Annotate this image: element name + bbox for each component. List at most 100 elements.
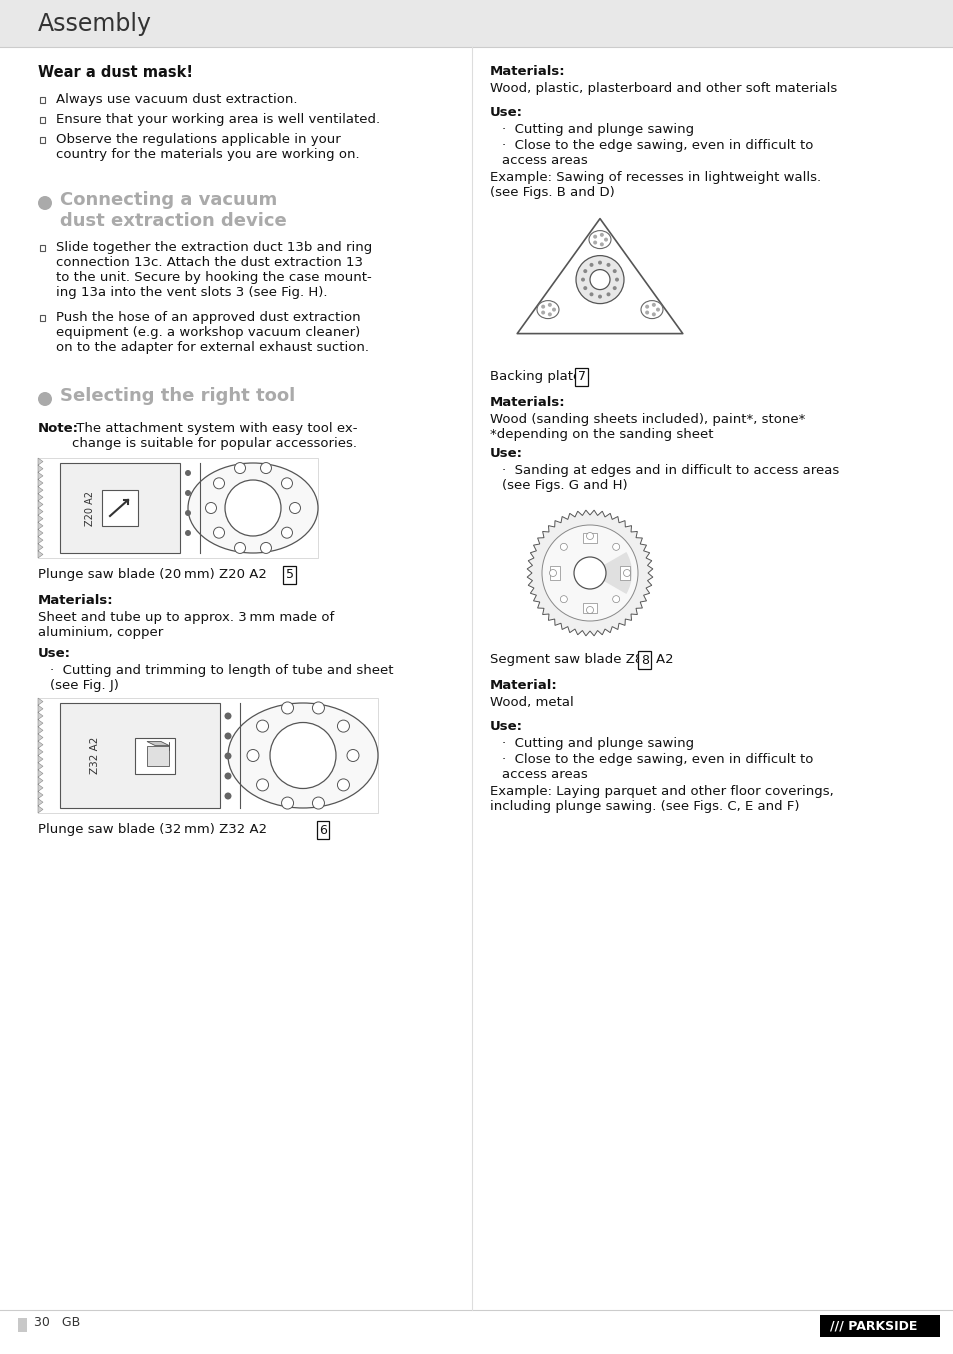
Circle shape	[213, 527, 224, 538]
Text: Note:: Note:	[38, 422, 79, 435]
Bar	[820, 1315, 939, 1336]
Circle shape	[612, 286, 616, 290]
Circle shape	[580, 278, 584, 282]
Bar	[40, 315, 46, 321]
Text: Always use vacuum dust extraction.: Always use vacuum dust extraction.	[56, 93, 297, 106]
Text: /// PARKSIDE: /// PARKSIDE	[247, 730, 256, 781]
Circle shape	[270, 723, 335, 788]
Circle shape	[651, 313, 655, 317]
Circle shape	[606, 263, 610, 267]
Circle shape	[224, 792, 232, 799]
Circle shape	[644, 310, 648, 314]
Circle shape	[559, 596, 567, 603]
Circle shape	[260, 543, 272, 554]
Bar	[40, 118, 46, 123]
Polygon shape	[38, 699, 43, 812]
Text: ·  Cutting and trimming to length of tube and sheet
(see Fig. J): · Cutting and trimming to length of tube…	[50, 663, 393, 692]
Text: ·  Cutting and plunge sawing: · Cutting and plunge sawing	[501, 123, 694, 135]
Bar	[582, 533, 597, 543]
Text: Plunge saw blade (32 mm) Z32 A2: Plunge saw blade (32 mm) Z32 A2	[38, 823, 267, 835]
Text: Z20 A2: Z20 A2	[85, 490, 95, 525]
Text: Slide together the extraction duct 13b and ring
connection 13c. Attach the dust : Slide together the extraction duct 13b a…	[56, 241, 372, 299]
Circle shape	[347, 750, 358, 761]
Circle shape	[256, 779, 268, 791]
Text: Z32 A2: Z32 A2	[90, 737, 100, 774]
Polygon shape	[38, 458, 43, 558]
Text: Use:: Use:	[490, 720, 522, 733]
Circle shape	[38, 196, 52, 210]
Bar	[135, 738, 174, 773]
Ellipse shape	[188, 463, 317, 552]
Polygon shape	[147, 746, 169, 765]
Circle shape	[549, 570, 556, 577]
Circle shape	[313, 701, 324, 714]
Circle shape	[603, 237, 607, 241]
Circle shape	[224, 753, 232, 760]
Circle shape	[612, 269, 616, 274]
Circle shape	[281, 478, 293, 489]
Circle shape	[185, 470, 191, 477]
Text: ·  Close to the edge sawing, even in difficult to
access areas: · Close to the edge sawing, even in diff…	[501, 139, 813, 167]
Text: Use:: Use:	[490, 106, 522, 119]
Circle shape	[224, 733, 232, 739]
Circle shape	[598, 295, 601, 299]
Circle shape	[541, 525, 638, 621]
Text: 5: 5	[286, 569, 294, 581]
Text: Assembly: Assembly	[38, 12, 152, 37]
Circle shape	[281, 798, 294, 810]
Text: Use:: Use:	[38, 647, 71, 659]
Circle shape	[656, 307, 659, 311]
Text: Materials:: Materials:	[490, 395, 565, 409]
Text: Segment saw blade Z85 A2: Segment saw blade Z85 A2	[490, 653, 673, 666]
Circle shape	[582, 286, 587, 290]
Circle shape	[606, 292, 610, 297]
Ellipse shape	[537, 301, 558, 318]
Circle shape	[281, 527, 293, 538]
Text: Ensure that your working area is well ventilated.: Ensure that your working area is well ve…	[56, 112, 379, 126]
Bar	[60, 463, 180, 552]
Polygon shape	[527, 510, 652, 636]
Circle shape	[589, 292, 593, 297]
Circle shape	[547, 313, 551, 317]
Text: 6: 6	[318, 823, 327, 837]
Polygon shape	[147, 742, 169, 746]
Circle shape	[598, 260, 601, 264]
Circle shape	[599, 233, 603, 237]
Circle shape	[540, 310, 544, 314]
Text: Wood (sanding sheets included), paint*, stone*
*depending on the sanding sheet: Wood (sanding sheets included), paint*, …	[490, 413, 804, 441]
Circle shape	[574, 556, 605, 589]
Circle shape	[185, 510, 191, 516]
Bar	[619, 566, 629, 580]
Polygon shape	[517, 218, 682, 333]
Circle shape	[586, 532, 593, 539]
Circle shape	[256, 720, 268, 733]
Text: /// PARKSIDE: /// PARKSIDE	[829, 1320, 917, 1332]
Text: ·  Close to the edge sawing, even in difficult to
access areas: · Close to the edge sawing, even in diff…	[501, 753, 813, 781]
Circle shape	[281, 701, 294, 714]
Circle shape	[615, 278, 618, 282]
Text: 30   GB: 30 GB	[34, 1316, 80, 1330]
Text: /// PARKSIDE: /// PARKSIDE	[205, 485, 214, 532]
Circle shape	[599, 242, 603, 246]
Bar	[40, 245, 46, 250]
Bar	[38, 458, 317, 558]
Bar	[550, 566, 559, 580]
Bar	[18, 1317, 27, 1332]
Circle shape	[552, 307, 556, 311]
Circle shape	[337, 779, 349, 791]
Bar	[0, 0, 953, 47]
Text: 7: 7	[578, 371, 585, 383]
Circle shape	[612, 596, 619, 603]
Circle shape	[38, 393, 52, 406]
Circle shape	[589, 269, 609, 290]
Ellipse shape	[228, 703, 377, 808]
Circle shape	[582, 269, 587, 274]
Text: Connecting a vacuum
dust extraction device: Connecting a vacuum dust extraction devi…	[60, 191, 287, 230]
Bar	[38, 699, 377, 812]
Text: /// PARKSIDE: /// PARKSIDE	[570, 558, 609, 563]
Text: Example: Sawing of recesses in lightweight walls.
(see Figs. B and D): Example: Sawing of recesses in lightweig…	[490, 171, 821, 199]
Text: Selecting the right tool: Selecting the right tool	[60, 387, 294, 405]
Circle shape	[213, 478, 224, 489]
Text: Push the hose of an approved dust extraction
equipment (e.g. a workshop vacuum c: Push the hose of an approved dust extrac…	[56, 311, 369, 353]
Text: Wood, metal: Wood, metal	[490, 696, 573, 709]
